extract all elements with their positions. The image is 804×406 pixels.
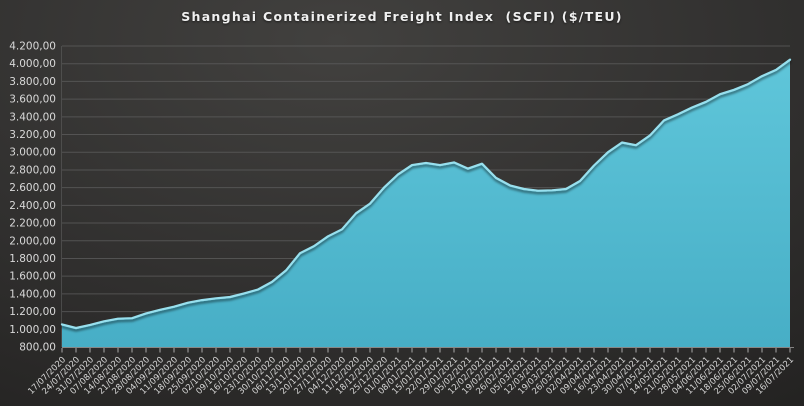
y-axis-label: 2.200,00 [9,218,56,230]
y-axis-label: 1.800,00 [9,253,56,265]
chart-title: Shanghai Containerized Freight Index (SC… [181,9,623,24]
y-axis-label: 2.000,00 [9,235,56,247]
y-axis-label: 3.400,00 [9,111,56,123]
y-axis-label: 2.600,00 [9,182,56,194]
y-axis-label: 3.000,00 [9,147,56,159]
y-axis-label: 800,00 [19,342,56,354]
y-axis-label: 1.600,00 [9,271,56,283]
scfi-area-fill [62,59,790,347]
y-axis-label: 1.400,00 [9,288,56,300]
x-axis-ticks [61,348,791,353]
y-axis-label: 4.200,00 [9,41,56,53]
y-axis-label: 1.200,00 [9,306,56,318]
y-axis-labels: 800,00 1.000,00 1.200,00 1.400,00 1.600,00 1.… [9,41,56,354]
y-axis-label: 3.600,00 [9,94,56,106]
x-axis-labels: 17/07/202024/07/202031/07/202007/08/2020… [26,355,796,397]
scfi-line [60,58,792,330]
axis-lines [61,46,794,348]
y-axis-label: 4.000,00 [9,58,56,70]
area-series [60,58,792,347]
y-axis-label: 3.800,00 [9,76,56,88]
y-axis-label: 2.400,00 [9,200,56,212]
y-axis-label: 1.000,00 [9,324,56,336]
y-axis-label: 3.200,00 [9,129,56,141]
y-axis-label: 2.800,00 [9,164,56,176]
